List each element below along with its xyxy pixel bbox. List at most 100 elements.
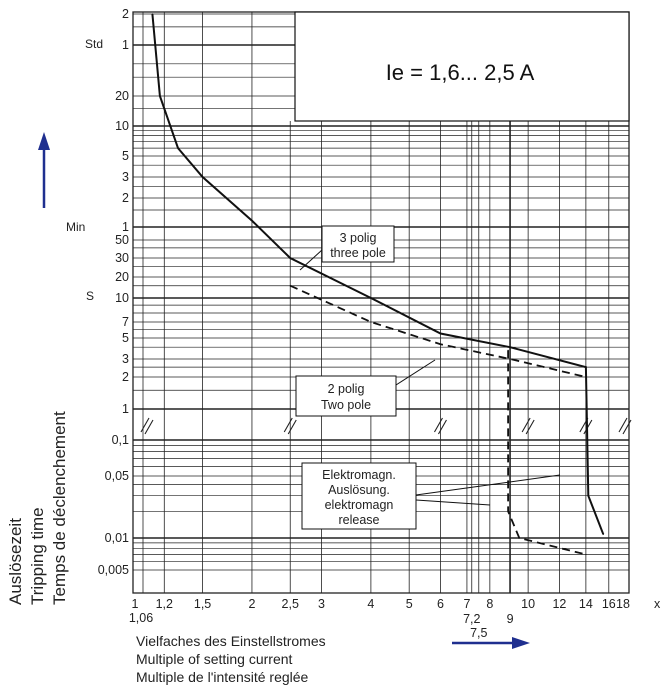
y-tick-label: 0,05 bbox=[105, 469, 129, 483]
series-point bbox=[251, 219, 253, 222]
annotation-line: three pole bbox=[330, 246, 386, 260]
series-point bbox=[507, 510, 509, 512]
xlabel-de: Vielfaches des Einstellstromes bbox=[136, 633, 326, 649]
ylabel-en: Tripping time bbox=[28, 507, 47, 605]
x-tick-label: 9 bbox=[507, 612, 514, 626]
x-tick-label: 7,5 bbox=[470, 626, 487, 640]
y-tick-label: 10 bbox=[115, 291, 129, 305]
y-tick-label: 5 bbox=[122, 331, 129, 345]
axis-break-mark bbox=[283, 417, 297, 435]
x-axis-title: Vielfaches des Einstellstromes Multiple … bbox=[136, 632, 326, 686]
x-tick-label: 8 bbox=[486, 597, 493, 611]
x-tick-label: 7 bbox=[463, 597, 470, 611]
series-point bbox=[507, 349, 509, 351]
series-point bbox=[585, 553, 587, 556]
unit-seconds: S bbox=[86, 289, 94, 303]
annotation-line: Auslösung. bbox=[328, 483, 390, 497]
x-tick-label: 7,2 bbox=[463, 612, 480, 626]
series-point bbox=[509, 358, 511, 360]
chart-title: Ie = 1,6... 2,5 A bbox=[386, 60, 535, 85]
y-tick-label: 0,01 bbox=[105, 531, 129, 545]
x-unit-label: x bbox=[654, 597, 661, 611]
unit-hours: Std bbox=[85, 37, 103, 51]
series-point bbox=[370, 321, 372, 323]
y-tick-label: 0,1 bbox=[112, 433, 129, 447]
annotation-line: Two pole bbox=[321, 398, 371, 412]
series-point bbox=[587, 495, 589, 497]
axis-break-mark bbox=[140, 417, 154, 435]
y-tick-label: 5 bbox=[122, 149, 129, 163]
annotation-line: Elektromagn. bbox=[322, 468, 396, 482]
leader-line bbox=[415, 499, 491, 506]
series-point bbox=[602, 533, 604, 535]
axis-break-mark bbox=[521, 417, 535, 435]
x-tick-label: 16 bbox=[602, 597, 616, 611]
y-tick-label: 2 bbox=[122, 370, 129, 384]
y-tick-label: 10 bbox=[115, 119, 129, 133]
series-line-3-pole bbox=[151, 13, 605, 535]
series-point bbox=[159, 95, 161, 97]
y-tick-label: 3 bbox=[122, 170, 129, 184]
series-point bbox=[509, 346, 511, 348]
series-point bbox=[439, 343, 442, 345]
tick-labels: 212010532150302010753210,10,050,010,0051… bbox=[98, 7, 630, 640]
x-tick-label: 14 bbox=[579, 597, 593, 611]
annotation-leaders bbox=[299, 249, 561, 506]
x-tick-label: 6 bbox=[437, 597, 444, 611]
annotation-line: 2 polig bbox=[328, 382, 365, 396]
leader-line bbox=[299, 249, 323, 271]
xlabel-fr: Multiple de l'intensité reglée bbox=[136, 669, 309, 685]
series-point bbox=[439, 332, 442, 335]
y-tick-label: 20 bbox=[115, 89, 129, 103]
annotation-line: 3 polig bbox=[340, 231, 377, 245]
y-tick-label: 2 bbox=[122, 7, 129, 21]
x-tick-label: 1,06 bbox=[129, 611, 153, 625]
y-tick-label: 1 bbox=[122, 38, 129, 52]
title-box bbox=[294, 11, 630, 122]
y-tick-label: 0,005 bbox=[98, 563, 129, 577]
ylabel-de: Auslösezeit bbox=[6, 518, 25, 605]
annotation-line: release bbox=[339, 513, 380, 527]
series-point bbox=[151, 13, 154, 15]
x-tick-label: 1,5 bbox=[194, 597, 211, 611]
series-line-2-pole-magnetic bbox=[507, 350, 587, 556]
series-point bbox=[289, 257, 291, 259]
x-tick-label: 2,5 bbox=[282, 597, 299, 611]
y-tick-label: 1 bbox=[122, 402, 129, 416]
x-tick-label: 5 bbox=[406, 597, 413, 611]
annotation-2-pole: 2 polig Two pole bbox=[295, 375, 397, 417]
y-tick-label: 50 bbox=[115, 233, 129, 247]
x-tick-label: 2 bbox=[248, 597, 255, 611]
x-tick-label: 18 bbox=[616, 597, 630, 611]
axis-break-mark bbox=[433, 417, 447, 435]
ylabel-fr: Temps de déclenchement bbox=[50, 411, 69, 605]
series-point bbox=[518, 537, 520, 539]
y-direction-arrow bbox=[38, 132, 50, 208]
axis-break-mark bbox=[618, 417, 632, 435]
leader-line bbox=[415, 474, 561, 496]
x-direction-arrow bbox=[452, 637, 530, 649]
x-tick-label: 1 bbox=[132, 597, 139, 611]
y-tick-label: 2 bbox=[122, 191, 129, 205]
series-point bbox=[370, 297, 372, 299]
x-tick-label: 1,2 bbox=[156, 597, 173, 611]
xlabel-en: Multiple of setting current bbox=[136, 651, 293, 667]
y-tick-label: 3 bbox=[122, 352, 129, 366]
unit-minutes: Min bbox=[66, 220, 85, 234]
annotation-line: elektromagn bbox=[325, 498, 394, 512]
leader-line bbox=[395, 359, 436, 386]
curves bbox=[151, 13, 605, 556]
series-point bbox=[201, 176, 204, 178]
y-tick-label: 7 bbox=[122, 315, 129, 329]
y-tick-label: 30 bbox=[115, 251, 129, 265]
x-tick-label: 12 bbox=[552, 597, 566, 611]
annotation-electromagnetic-release: Elektromagn. Auslösung. elektromagn rele… bbox=[301, 462, 417, 530]
series-point bbox=[177, 147, 179, 149]
series-point bbox=[585, 366, 587, 368]
annotation-3-pole: 3 polig three pole bbox=[321, 225, 395, 263]
y-tick-label: 1 bbox=[122, 220, 129, 234]
x-tick-label: 4 bbox=[367, 597, 374, 611]
x-tick-label: 3 bbox=[318, 597, 325, 611]
x-tick-label: 10 bbox=[521, 597, 535, 611]
